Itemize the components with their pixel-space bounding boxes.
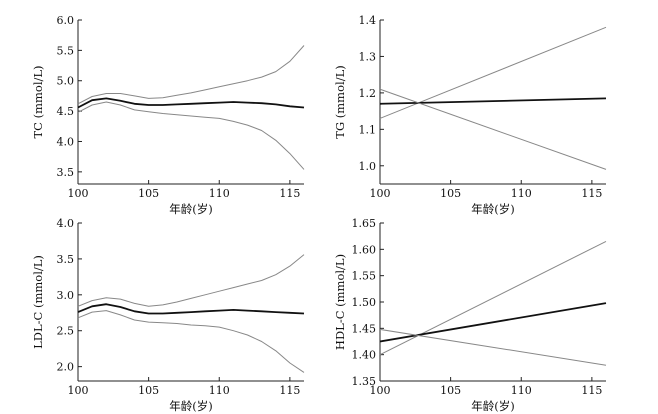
panel-ldl-x-tick-label: 115	[279, 384, 300, 397]
panel-hdl-y-tick-label: 1.60	[352, 243, 377, 256]
panel-ldl: 100 105 110 115 2.0 2.5 3.0 3.5 4.0 年龄(岁) LDL-C (m…	[31, 217, 305, 413]
panel-ldl-y-tick-label: 3.0	[57, 289, 75, 302]
panel-tc-y-tick-label: 4.5	[57, 105, 75, 118]
panel-ldl-y-axis-label: LDL-C (mmol/L)	[31, 255, 45, 349]
panel-hdl-y-axis-label: HDL-C (mmol/L)	[333, 254, 347, 350]
panel-tc-y-tick-label: 6.0	[57, 14, 75, 27]
panel-tc-lower-line	[77, 101, 305, 170]
panel-tg-x-tick-label: 100	[370, 187, 391, 200]
panel-tc-estimate-line	[77, 97, 305, 109]
panel-tc-x-axis-label: 年龄(岁)	[169, 202, 212, 216]
panel-hdl-upper-line	[379, 240, 607, 356]
panel-hdl-y-tick-label: 1.40	[352, 349, 377, 362]
panel-ldl-x-tick-label: 100	[68, 384, 89, 397]
panel-ldl-y-tick-label: 3.5	[57, 253, 75, 266]
panel-ldl-lower-line	[77, 310, 305, 373]
panel-tg-y-axis-label: TG (mmol/L)	[333, 65, 347, 138]
panel-tg-x-axis-label: 年龄(岁)	[471, 202, 514, 216]
panel-tg-y-tick-label: 1.0	[359, 160, 377, 173]
panel-tg-y-tick-label: 1.2	[359, 87, 377, 100]
panel-hdl-y-tick-label: 1.65	[352, 217, 377, 230]
panel-hdl-x-tick-label: 115	[581, 384, 602, 397]
panel-tc-y-tick-label: 3.5	[57, 166, 75, 179]
panel-ldl-estimate-line	[77, 303, 305, 315]
panel-hdl-y-tick-label: 1.35	[352, 375, 377, 388]
panel-tc: 100 105 110 115 3.5 4.0 4.5 5.0 5.5 6.0 年龄(岁) TC (m…	[31, 14, 305, 216]
panel-ldl-x-axis-label: 年龄(岁)	[169, 399, 212, 413]
panel-tc-x-tick-label: 115	[279, 187, 300, 200]
panel-hdl-y-tick-label: 1.50	[352, 296, 377, 309]
panel-hdl-x-tick-label: 100	[370, 384, 391, 397]
panel-hdl: 100 105 110 115 1.35 1.40 1.45 1.50 1.55 1.60 1.65…	[333, 217, 607, 413]
panel-tg-y-tick-label: 1.3	[359, 50, 377, 63]
panel-ldl-y-tick-label: 4.0	[57, 217, 75, 230]
panel-ldl-y-tick-label: 2.5	[57, 325, 75, 338]
panel-hdl-estimate-line	[379, 302, 607, 343]
panel-hdl-x-tick-label: 105	[440, 384, 461, 397]
panel-tc-x-tick-label: 100	[68, 187, 89, 200]
panel-hdl-x-axis-label: 年龄(岁)	[471, 399, 514, 413]
panel-tg-x-tick-label: 115	[581, 187, 602, 200]
panel-tg-lower-line	[379, 88, 607, 170]
panel-hdl-x-tick-label: 110	[511, 384, 532, 397]
panel-tg-upper-line	[379, 26, 607, 119]
panel-ldl-upper-line	[77, 254, 305, 307]
panel-tc-upper-line	[77, 45, 305, 105]
panel-tc-x-tick-label: 110	[209, 187, 230, 200]
panel-hdl-lower-line	[379, 328, 607, 366]
panel-tc-y-tick-label: 5.0	[57, 75, 75, 88]
panel-hdl-y-tick-label: 1.55	[352, 270, 377, 283]
panel-hdl-y-tick-label: 1.45	[352, 322, 377, 335]
panel-tc-y-axis-label: TC (mmol/L)	[31, 65, 45, 138]
panel-tc-x-tick-label: 105	[138, 187, 159, 200]
panel-tc-y-tick-label: 5.5	[57, 44, 75, 57]
panel-ldl-x-tick-label: 105	[138, 384, 159, 397]
panel-tg-y-tick-label: 1.1	[359, 123, 377, 136]
panel-ldl-y-tick-label: 2.0	[57, 361, 75, 374]
panel-ldl-x-tick-label: 110	[209, 384, 230, 397]
panel-tg: 100 105 110 115 1.0 1.1 1.2 1.3 1.4 年龄(岁) TG (mmol…	[333, 14, 607, 216]
panel-tg-x-tick-label: 105	[440, 187, 461, 200]
panel-tg-x-tick-label: 110	[511, 187, 532, 200]
panel-tg-y-tick-label: 1.4	[359, 14, 377, 27]
panel-tc-y-tick-label: 4.0	[57, 135, 75, 148]
